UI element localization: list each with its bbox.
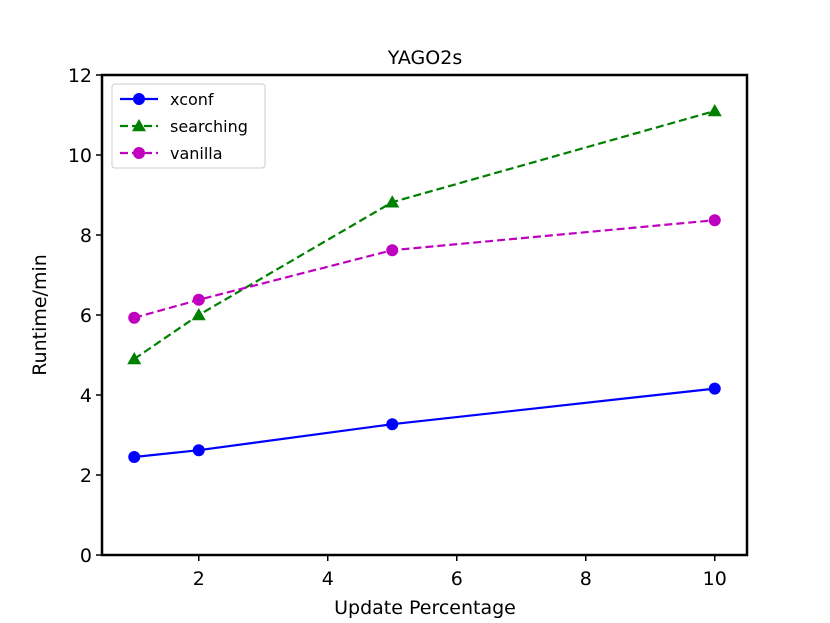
xconf-point <box>192 444 205 457</box>
x-axis-title: Update Percentage <box>334 597 516 619</box>
xconf-point <box>708 382 721 395</box>
legend-box <box>111 83 266 169</box>
x-tick-label: 8 <box>580 568 592 590</box>
y-tick-label: 4 <box>80 385 92 407</box>
legend-label: xconf <box>170 90 214 109</box>
legend-marker <box>133 147 145 159</box>
series-vanilla <box>128 214 721 324</box>
legend-entry-vanilla: vanilla <box>120 144 223 163</box>
vanilla-point <box>128 311 141 324</box>
plot-frame <box>100 73 749 557</box>
legend-label: searching <box>170 117 248 136</box>
y-axis-ticks: 0 2 4 6 8 10 12 <box>68 65 102 567</box>
legend-entry-searching: searching <box>120 117 248 136</box>
y-tick-label: 8 <box>80 225 92 247</box>
series-layer <box>127 104 722 463</box>
legend: xconf searching vanilla <box>111 83 266 169</box>
legend-marker <box>133 93 145 105</box>
xconf-point <box>128 451 141 463</box>
series-xconf <box>128 382 721 463</box>
xconf-point <box>386 418 399 431</box>
x-tick-label: 4 <box>322 568 334 590</box>
x-tick-label: 6 <box>451 568 463 590</box>
vanilla-point <box>386 244 399 257</box>
searching-point <box>707 104 722 117</box>
searching-line <box>133 109 716 360</box>
legend-entries: xconf searching vanilla <box>120 90 248 163</box>
y-tick-label: 6 <box>80 305 92 327</box>
searching-point <box>191 308 206 321</box>
vanilla-point <box>192 293 205 306</box>
vanilla-point <box>708 214 721 227</box>
y-tick-label: 10 <box>68 145 92 167</box>
legend-marker <box>132 119 146 132</box>
legend-entry-xconf: xconf <box>120 90 214 109</box>
xconf-line <box>134 387 715 459</box>
legend-label: vanilla <box>170 144 223 163</box>
series-searching <box>127 104 722 365</box>
chart-title: YAGO2s <box>387 47 462 69</box>
x-tick-label: 2 <box>193 568 205 590</box>
x-axis-ticks: 2 4 6 8 10 <box>193 555 727 590</box>
y-axis-title: Runtime/min <box>29 254 51 376</box>
searching-point <box>127 352 142 365</box>
x-tick-label: 10 <box>703 568 727 590</box>
y-tick-label: 12 <box>68 65 92 87</box>
searching-point <box>385 195 400 208</box>
y-tick-label: 0 <box>80 545 92 567</box>
y-tick-label: 2 <box>80 465 92 487</box>
